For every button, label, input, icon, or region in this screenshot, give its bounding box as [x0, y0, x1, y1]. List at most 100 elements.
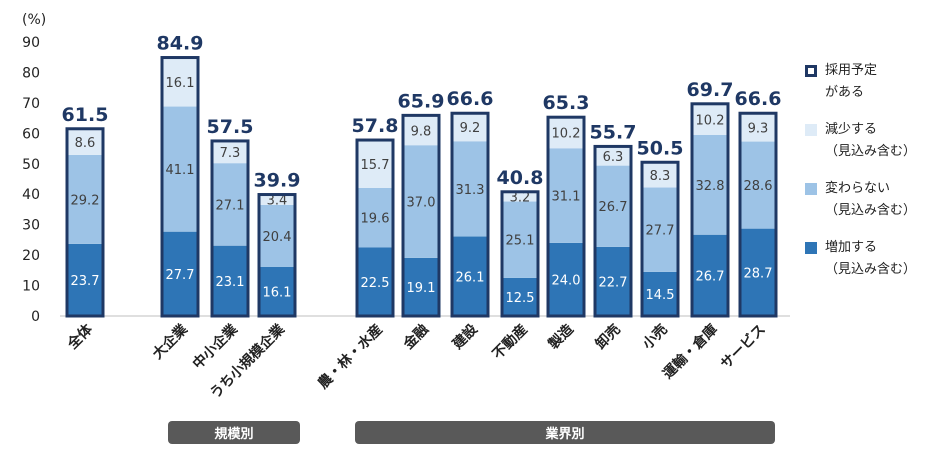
category-label: 運輸・倉庫: [659, 321, 721, 383]
bar-outline: [500, 190, 540, 318]
data-label: 10.2: [696, 113, 725, 128]
bar-segment: [357, 140, 393, 188]
total-label: 84.9: [157, 33, 204, 55]
total-label: 69.7: [687, 79, 734, 101]
bar-segment: [502, 191, 538, 202]
y-tick-label: 40: [22, 187, 40, 203]
total-label: 55.7: [590, 121, 637, 143]
bar-outline: [257, 193, 297, 318]
legend-item-decrease: 減少する （見込み含む）: [805, 119, 935, 163]
bar-segment: [548, 242, 584, 316]
legend-item-planned: 採用予定 がある: [805, 60, 935, 104]
group-band: [168, 421, 300, 444]
bar-segment: [162, 106, 198, 232]
data-label: 26.1: [456, 270, 485, 285]
legend-swatch-unchanged: [805, 183, 817, 195]
bar-segment: [452, 141, 488, 237]
legend-swatch-planned: [805, 65, 817, 77]
group-band: [355, 421, 775, 444]
legend-label-decrease: 減少する （見込み含む）: [825, 122, 917, 159]
y-tick-label: 80: [22, 65, 40, 81]
bar-segment: [452, 113, 488, 142]
bar-segment: [642, 162, 678, 188]
bar-outline: [593, 144, 633, 318]
bar-segment: [740, 228, 776, 316]
data-label: 27.7: [646, 224, 675, 239]
data-label: 23.7: [71, 274, 100, 289]
data-label: 12.5: [506, 291, 535, 306]
bar-outline: [640, 160, 680, 318]
bar-segment: [162, 231, 198, 316]
data-label: 16.1: [263, 285, 292, 300]
group-label: 業界別: [544, 426, 584, 442]
bar-segment: [692, 134, 728, 235]
legend-label-unchanged: 変わらない （見込み含む）: [825, 181, 917, 218]
total-label: 65.9: [398, 90, 445, 112]
bar-segment: [502, 277, 538, 316]
total-label: 57.5: [207, 116, 254, 138]
bar-outline: [355, 138, 395, 318]
y-tick-label: 30: [22, 218, 40, 234]
bar-segment: [452, 236, 488, 316]
category-label: 不動産: [489, 321, 531, 363]
data-label: 19.6: [361, 212, 390, 227]
bar-outline: [401, 113, 441, 318]
legend-swatch-decrease: [805, 124, 817, 136]
data-label: 3.2: [510, 191, 531, 206]
bar-outline: [160, 56, 200, 318]
legend: 採用予定 がある 減少する （見込み含む） 変わらない （見込み含む） 増加する…: [805, 60, 935, 296]
category-label: 大企業: [149, 320, 191, 362]
data-label: 41.1: [166, 163, 195, 178]
y-axis-unit: (%): [22, 12, 46, 28]
bar-segment: [740, 141, 776, 229]
category-label: 卸売: [592, 321, 624, 353]
category-label: 建設: [449, 320, 482, 353]
bar-outline: [690, 102, 730, 318]
bar-segment: [212, 163, 248, 246]
bar-outline: [210, 139, 250, 318]
bar-segment: [595, 165, 631, 247]
data-label: 9.8: [411, 124, 432, 139]
bar-outline: [546, 115, 586, 318]
y-tick-label: 10: [22, 279, 40, 295]
data-label: 9.2: [460, 121, 481, 136]
data-label: 23.1: [216, 275, 245, 290]
data-label: 3.4: [267, 194, 288, 209]
bar-segment: [67, 154, 103, 244]
total-label: 50.5: [637, 137, 684, 159]
bar-segment: [212, 245, 248, 316]
group-label: 規模別: [214, 426, 253, 442]
category-label: 農・林・水産: [314, 321, 385, 392]
bar-segment: [403, 115, 439, 146]
bar-segment: [548, 117, 584, 149]
data-label: 26.7: [599, 200, 628, 215]
data-label: 16.1: [166, 76, 195, 91]
total-label: 57.8: [352, 115, 399, 137]
bar-segment: [259, 266, 295, 316]
data-label: 22.5: [361, 276, 390, 291]
data-label: 37.0: [407, 196, 436, 211]
data-label: 20.4: [263, 230, 292, 245]
total-label: 61.5: [62, 104, 109, 126]
bar-segment: [259, 204, 295, 267]
data-label: 7.3: [220, 146, 241, 161]
y-tick-label: 0: [31, 309, 40, 325]
category-label: サービス: [718, 322, 769, 373]
bar-segment: [595, 146, 631, 166]
bar-segment: [642, 187, 678, 272]
y-tick-label: 70: [22, 96, 40, 112]
total-label: 66.6: [447, 88, 494, 110]
total-label: 65.3: [543, 92, 590, 114]
data-label: 32.8: [696, 179, 725, 194]
bar-segment: [403, 257, 439, 316]
total-label: 66.6: [735, 88, 782, 110]
total-label: 39.9: [254, 170, 301, 192]
category-label: 全体: [63, 320, 96, 353]
category-label: 金融: [399, 321, 432, 354]
data-label: 8.6: [75, 136, 96, 151]
data-label: 26.7: [696, 269, 725, 284]
bar-segment: [357, 187, 393, 248]
bar-segment: [502, 201, 538, 278]
bar-segment: [692, 103, 728, 135]
